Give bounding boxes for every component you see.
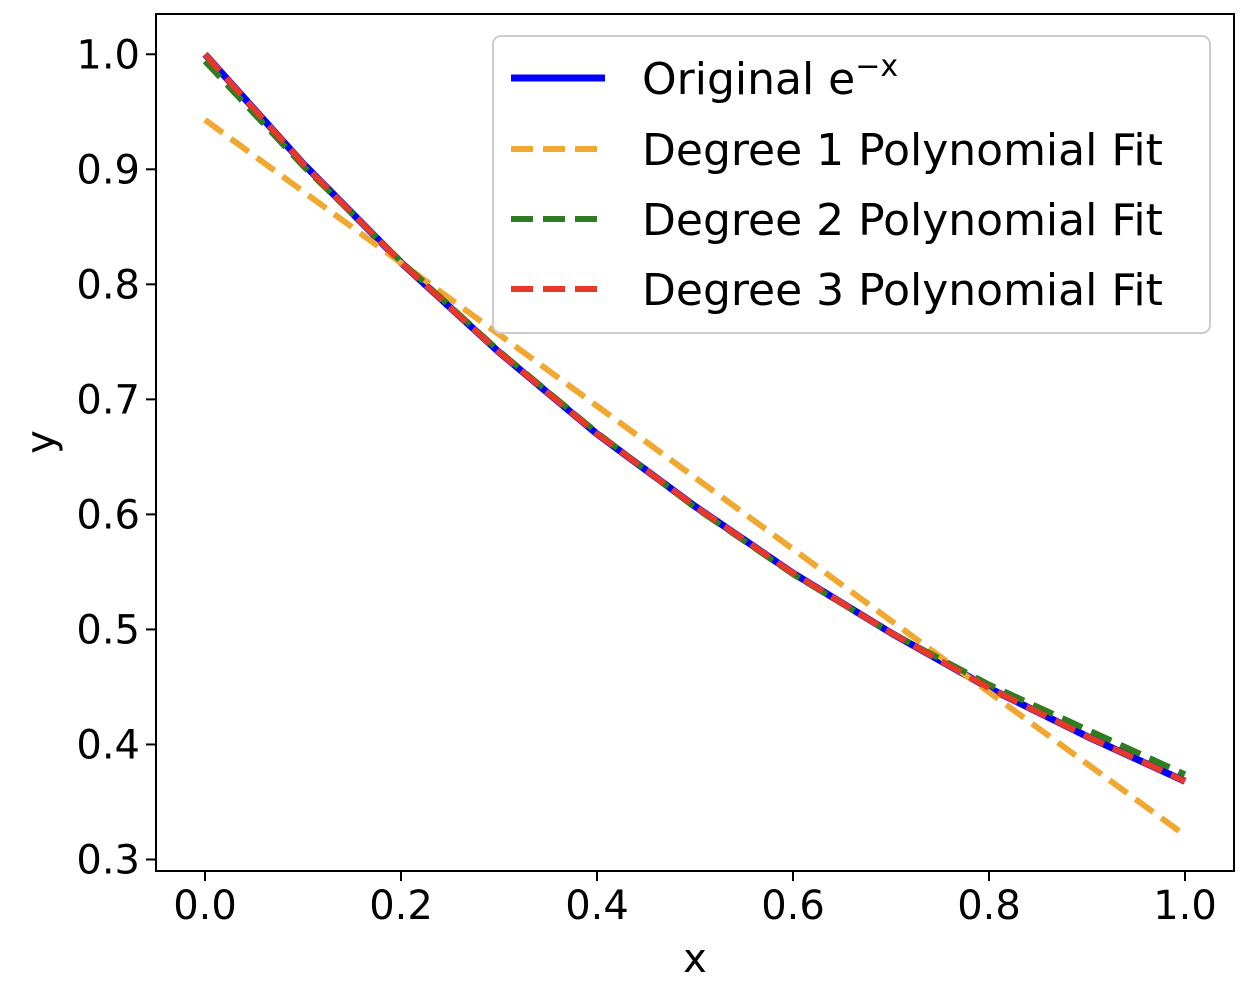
y-tick-label: 0.5 — [76, 607, 140, 653]
plot-frame — [155, 13, 1235, 872]
y-axis-label: y — [18, 430, 64, 454]
series-line-degree-1-polynomial-fit — [203, 117, 1187, 838]
x-tick-label: 0.0 — [173, 883, 237, 929]
y-tick-label: 1.0 — [76, 32, 140, 78]
y-tick-label: 0.9 — [76, 147, 140, 193]
series-line-degree-3-polynomial-fit — [202, 52, 1187, 785]
legend-label: Original e−x — [642, 49, 898, 105]
legend-box — [492, 35, 1211, 334]
x-tick-label: 0.2 — [369, 883, 433, 929]
y-tick-label: 0.7 — [76, 377, 140, 423]
x-tick-label: 0.8 — [957, 883, 1021, 929]
y-tick-label: 0.3 — [76, 837, 140, 883]
y-tick-label: 0.4 — [76, 722, 140, 768]
legend-label: Degree 3 Polynomial Fit — [642, 265, 1163, 316]
y-tick-label: 0.6 — [76, 492, 140, 538]
legend-label-superscript: −x — [855, 49, 898, 84]
legend: Original e−x Degree 1 Polynomial Fit Degre… — [492, 35, 1211, 334]
plot-area — [202, 51, 1187, 838]
legend-label: Degree 1 Polynomial Fit — [642, 125, 1163, 176]
y-axis: 0.3 0.4 0.5 0.6 0.7 0.8 0.9 1.0 — [76, 32, 156, 883]
x-axis-label: x — [683, 936, 707, 982]
x-tick-label: 0.4 — [565, 883, 629, 929]
x-tick-label: 1.0 — [1153, 883, 1217, 929]
x-axis: 0.0 0.2 0.4 0.6 0.8 1.0 — [173, 871, 1217, 929]
legend-label: Degree 2 Polynomial Fit — [642, 195, 1163, 246]
y-tick-label: 0.8 — [76, 262, 140, 308]
x-tick-label: 0.6 — [761, 883, 825, 929]
